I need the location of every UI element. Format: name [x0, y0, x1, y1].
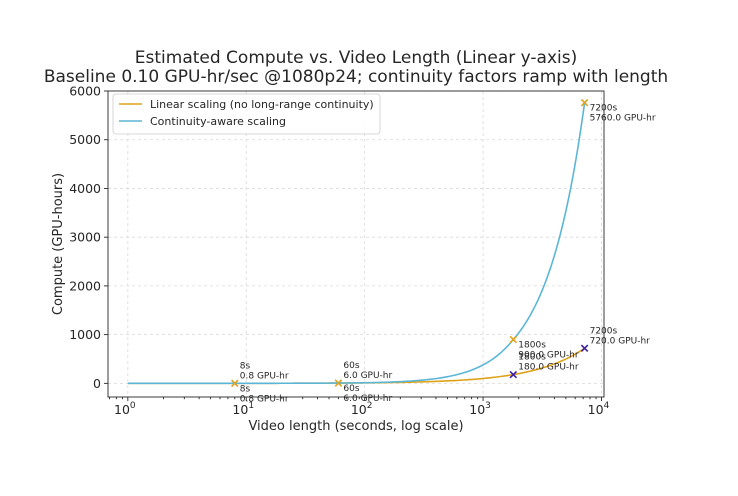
annotation-compute: 0.8 GPU-hr	[240, 371, 289, 381]
y-tick-label: 1000	[69, 327, 101, 342]
annotation-length: 60s	[343, 384, 359, 394]
x-tick-base: 10	[351, 402, 367, 417]
annotation-compute: 6.0 GPU-hr	[343, 394, 392, 404]
marker-stroke	[509, 370, 518, 379]
x-tick-exponent: 4	[604, 401, 610, 411]
chart-title: Estimated Compute vs. Video Length (Line…	[135, 48, 577, 68]
x-tick-exponent: 2	[367, 401, 373, 411]
data-point-marker	[509, 335, 518, 344]
legend-frame	[112, 93, 381, 135]
annotation-length: 7200s	[590, 326, 618, 336]
marker-stroke	[509, 335, 518, 344]
x-tick-exponent: 0	[130, 401, 136, 411]
marker-stroke	[580, 344, 589, 353]
x-tick-base: 10	[114, 402, 130, 417]
marker-stroke	[334, 379, 343, 387]
data-point-marker	[580, 344, 589, 353]
data-point-marker	[334, 379, 343, 387]
data-point-marker	[509, 370, 518, 379]
x-axis-label: Video length (seconds, log scale)	[248, 419, 463, 434]
marker-stroke	[580, 98, 589, 107]
x-tick-exponent: 3	[485, 401, 491, 411]
legend-label-linear: Linear scaling (no long-range continuity…	[150, 98, 374, 111]
x-tick-label: 103	[469, 401, 491, 417]
legend: Linear scaling (no long-range continuity…	[112, 93, 381, 135]
chart-subtitle: Baseline 0.10 GPU-hr/sec @1080p24; conti…	[44, 67, 668, 87]
annotation-compute: 0.8 GPU-hr	[240, 394, 289, 404]
data-point-marker	[231, 379, 239, 388]
x-tick-base: 10	[469, 402, 485, 417]
x-tick-exponent: 1	[248, 401, 254, 411]
x-tick-base: 10	[232, 402, 248, 417]
y-axis-label: Compute (GPU-hours)	[51, 173, 66, 315]
legend-label-continuity: Continuity-aware scaling	[150, 115, 286, 128]
annotation-length: 60s	[343, 361, 359, 371]
annotation-length: 1800s	[518, 353, 546, 363]
annotation-length: 1800s	[518, 341, 546, 351]
y-tick-label: 0	[93, 376, 101, 391]
y-tick-label: 5000	[69, 132, 101, 147]
annotation-compute: 900.0 GPU-hr	[518, 351, 579, 361]
annotation-compute: 5760.0 GPU-hr	[590, 114, 656, 124]
marker-stroke	[231, 379, 239, 388]
data-point-marker	[580, 98, 589, 107]
y-tick-label: 6000	[69, 84, 101, 99]
y-tick-label: 4000	[69, 181, 101, 196]
annotation-length: 8s	[240, 384, 251, 394]
annotation-length: 7200s	[590, 104, 618, 114]
x-axis-ticks: 100 101 102 103 104	[109, 397, 610, 417]
x-tick-label: 101	[232, 401, 254, 417]
annotation-compute: 720.0 GPU-hr	[590, 336, 651, 346]
x-tick-label: 100	[114, 401, 136, 417]
markers	[231, 98, 589, 388]
annotation-length: 8s	[240, 361, 251, 371]
y-axis-ticks: 0 1000 2000 3000 4000 5000 6000	[69, 84, 108, 391]
annotation-compute: 180.0 GPU-hr	[518, 363, 579, 373]
plot-frame	[107, 90, 605, 398]
y-tick-label: 2000	[69, 278, 101, 293]
annotation-compute: 6.0 GPU-hr	[343, 371, 392, 381]
x-tick-label: 104	[588, 401, 610, 417]
x-tick-base: 10	[588, 402, 604, 417]
y-tick-label: 3000	[69, 230, 101, 245]
x-tick-label: 102	[351, 401, 373, 417]
